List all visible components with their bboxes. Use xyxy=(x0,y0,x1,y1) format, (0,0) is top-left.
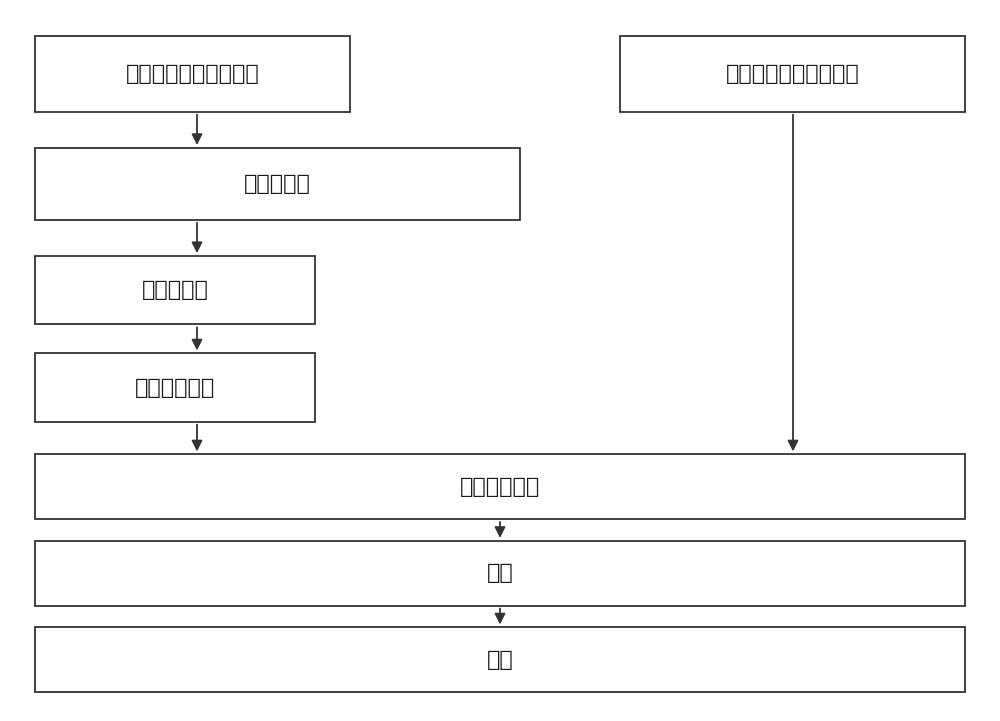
FancyBboxPatch shape xyxy=(620,36,965,112)
Text: 视频驱动程序: 视频驱动程序 xyxy=(135,378,215,397)
FancyBboxPatch shape xyxy=(35,148,520,220)
FancyBboxPatch shape xyxy=(35,454,965,519)
Text: 多媒体框架: 多媒体框架 xyxy=(244,174,311,194)
FancyBboxPatch shape xyxy=(35,541,965,606)
Text: 视频播放器（硬解码）: 视频播放器（硬解码） xyxy=(126,64,259,84)
Text: 视频解码器: 视频解码器 xyxy=(142,280,208,300)
FancyBboxPatch shape xyxy=(35,256,315,324)
Text: 显示: 显示 xyxy=(487,563,513,583)
FancyBboxPatch shape xyxy=(35,353,315,422)
FancyBboxPatch shape xyxy=(35,36,350,112)
Text: 视频播放器（软解码）: 视频播放器（软解码） xyxy=(726,64,859,84)
FancyBboxPatch shape xyxy=(35,627,965,692)
Text: 图层传递模块: 图层传递模块 xyxy=(460,477,540,497)
Text: 背光: 背光 xyxy=(487,650,513,670)
